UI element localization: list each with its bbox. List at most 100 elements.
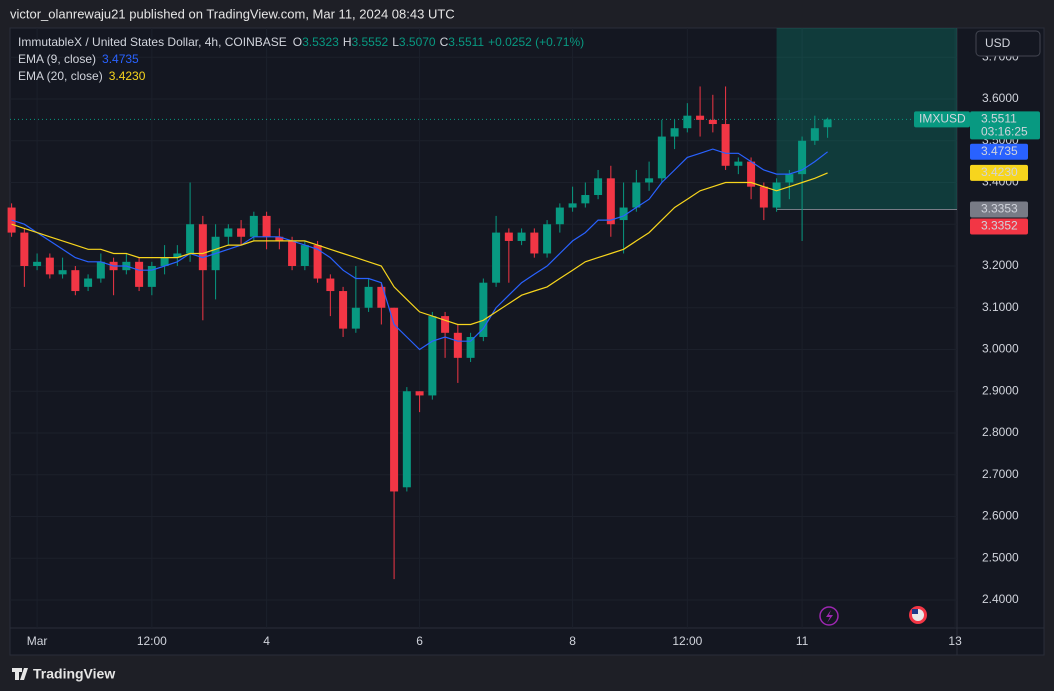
candle-body: [696, 115, 705, 120]
candle-body: [160, 257, 169, 266]
brand: TradingView: [33, 666, 115, 682]
candle-body: [84, 278, 93, 287]
candle-body: [466, 336, 475, 358]
y-tick-label: 2.7000: [982, 467, 1019, 481]
candle-body: [517, 232, 526, 241]
lightning: [826, 610, 833, 623]
currency-button[interactable]: USD: [975, 30, 1041, 57]
candle-body: [300, 245, 309, 266]
candle-body: [428, 316, 437, 396]
candle-body: [237, 228, 246, 237]
candle-body: [721, 124, 730, 166]
candle-body: [492, 232, 501, 283]
ema-legend: EMA (9, close) 3.4735: [18, 52, 139, 66]
stop-tag-text: 3.3352: [981, 219, 1018, 233]
candle-body: [147, 265, 156, 287]
candle-body: [823, 119, 832, 128]
candle-body: [581, 195, 590, 204]
candle-body: [198, 224, 207, 271]
candle-body: [20, 232, 29, 266]
x-tick-label: 12:00: [137, 634, 167, 648]
x-tick-label: 4: [263, 634, 270, 648]
ohlc-key: H: [343, 35, 352, 49]
y-tick-label: 2.4000: [982, 592, 1019, 606]
brand-logo: [12, 668, 28, 680]
icons: [12, 606, 927, 680]
price-tag: [970, 111, 1040, 140]
x-tick-label: Mar: [27, 634, 48, 648]
ohlc-key: O: [293, 35, 302, 49]
candle-body: [683, 115, 692, 129]
y-tick-label: 3.1000: [982, 300, 1019, 314]
y-tick-label: 2.9000: [982, 383, 1019, 397]
button-label: USD: [985, 36, 1011, 50]
candle-body: [58, 270, 67, 275]
y-tick-label: 2.6000: [982, 509, 1019, 523]
candle-body: [135, 261, 144, 287]
candle-body: [275, 236, 284, 241]
y-tick-label: 3.0000: [982, 342, 1019, 356]
ema-value: 3.4735: [102, 52, 139, 66]
event-icon: [819, 606, 839, 626]
x-tick-label: 6: [416, 634, 423, 648]
candle-body: [415, 391, 424, 396]
ema-line: [11, 172, 828, 326]
symbol-tag: [914, 111, 970, 128]
symbol-tag-text: IMXUSD: [919, 112, 966, 126]
candle-body: [364, 286, 373, 308]
ema-name: EMA (20, close): [18, 69, 103, 83]
ohlc-value: 3.5552: [352, 35, 389, 49]
ohlc-key: L: [392, 35, 399, 49]
ema-value: 3.4230: [109, 69, 146, 83]
x-tick-label: 13: [948, 634, 962, 648]
x-tick-label: 11: [796, 634, 809, 648]
candle-body: [313, 245, 322, 279]
candle-body: [45, 257, 54, 275]
candle-body: [619, 207, 628, 221]
candle-body: [606, 178, 615, 225]
candle-body: [708, 119, 717, 125]
chart-panel: [9, 27, 1045, 656]
candle-body: [402, 391, 411, 488]
candle-body: [734, 161, 743, 166]
candle-body: [504, 232, 513, 241]
candle-body: [186, 224, 195, 254]
candle-body: [759, 186, 768, 208]
candle-body: [326, 278, 335, 292]
entry-tag: [970, 201, 1028, 218]
ema-tag: [970, 143, 1028, 160]
y-tick-label: 2.8000: [982, 425, 1019, 439]
ohlc-value: 3.5511: [448, 35, 484, 49]
countdown: 03:16:25: [981, 125, 1028, 139]
ohlc-key: C: [440, 35, 449, 49]
candle-body: [568, 203, 577, 208]
ema-legend: EMA (20, close) 3.4230: [18, 69, 146, 83]
candle-body: [288, 240, 297, 266]
ohlc-value: 3.5070: [399, 35, 436, 49]
symbol-title: ImmutableX / United States Dollar, 4h, C…: [18, 35, 287, 49]
y-tick-label: 3.6000: [982, 91, 1019, 105]
candle-body: [377, 286, 386, 308]
candle-body: [33, 261, 42, 266]
candle-body: [453, 332, 462, 358]
candle-body: [594, 178, 603, 196]
y-tick-label: 3.2000: [982, 258, 1019, 272]
candle-body: [351, 307, 360, 329]
candle-body: [555, 207, 564, 225]
candle-body: [810, 128, 819, 141]
candle-body: [747, 161, 756, 187]
candle-body: [224, 228, 233, 237]
ema-line: [11, 148, 828, 351]
candle-body: [390, 307, 399, 492]
candle-body: [71, 270, 80, 292]
price-tag-text: 3.5511: [981, 112, 1017, 126]
stop-tag: [970, 218, 1028, 235]
candle-body: [645, 178, 654, 183]
ema-tag: [970, 164, 1028, 181]
candle-body: [339, 291, 348, 329]
candle-body: [262, 215, 271, 237]
publisher: victor_olanrewaju21 published on Trading…: [10, 6, 455, 21]
button-frame: [975, 30, 1041, 57]
candle-body: [785, 174, 794, 183]
